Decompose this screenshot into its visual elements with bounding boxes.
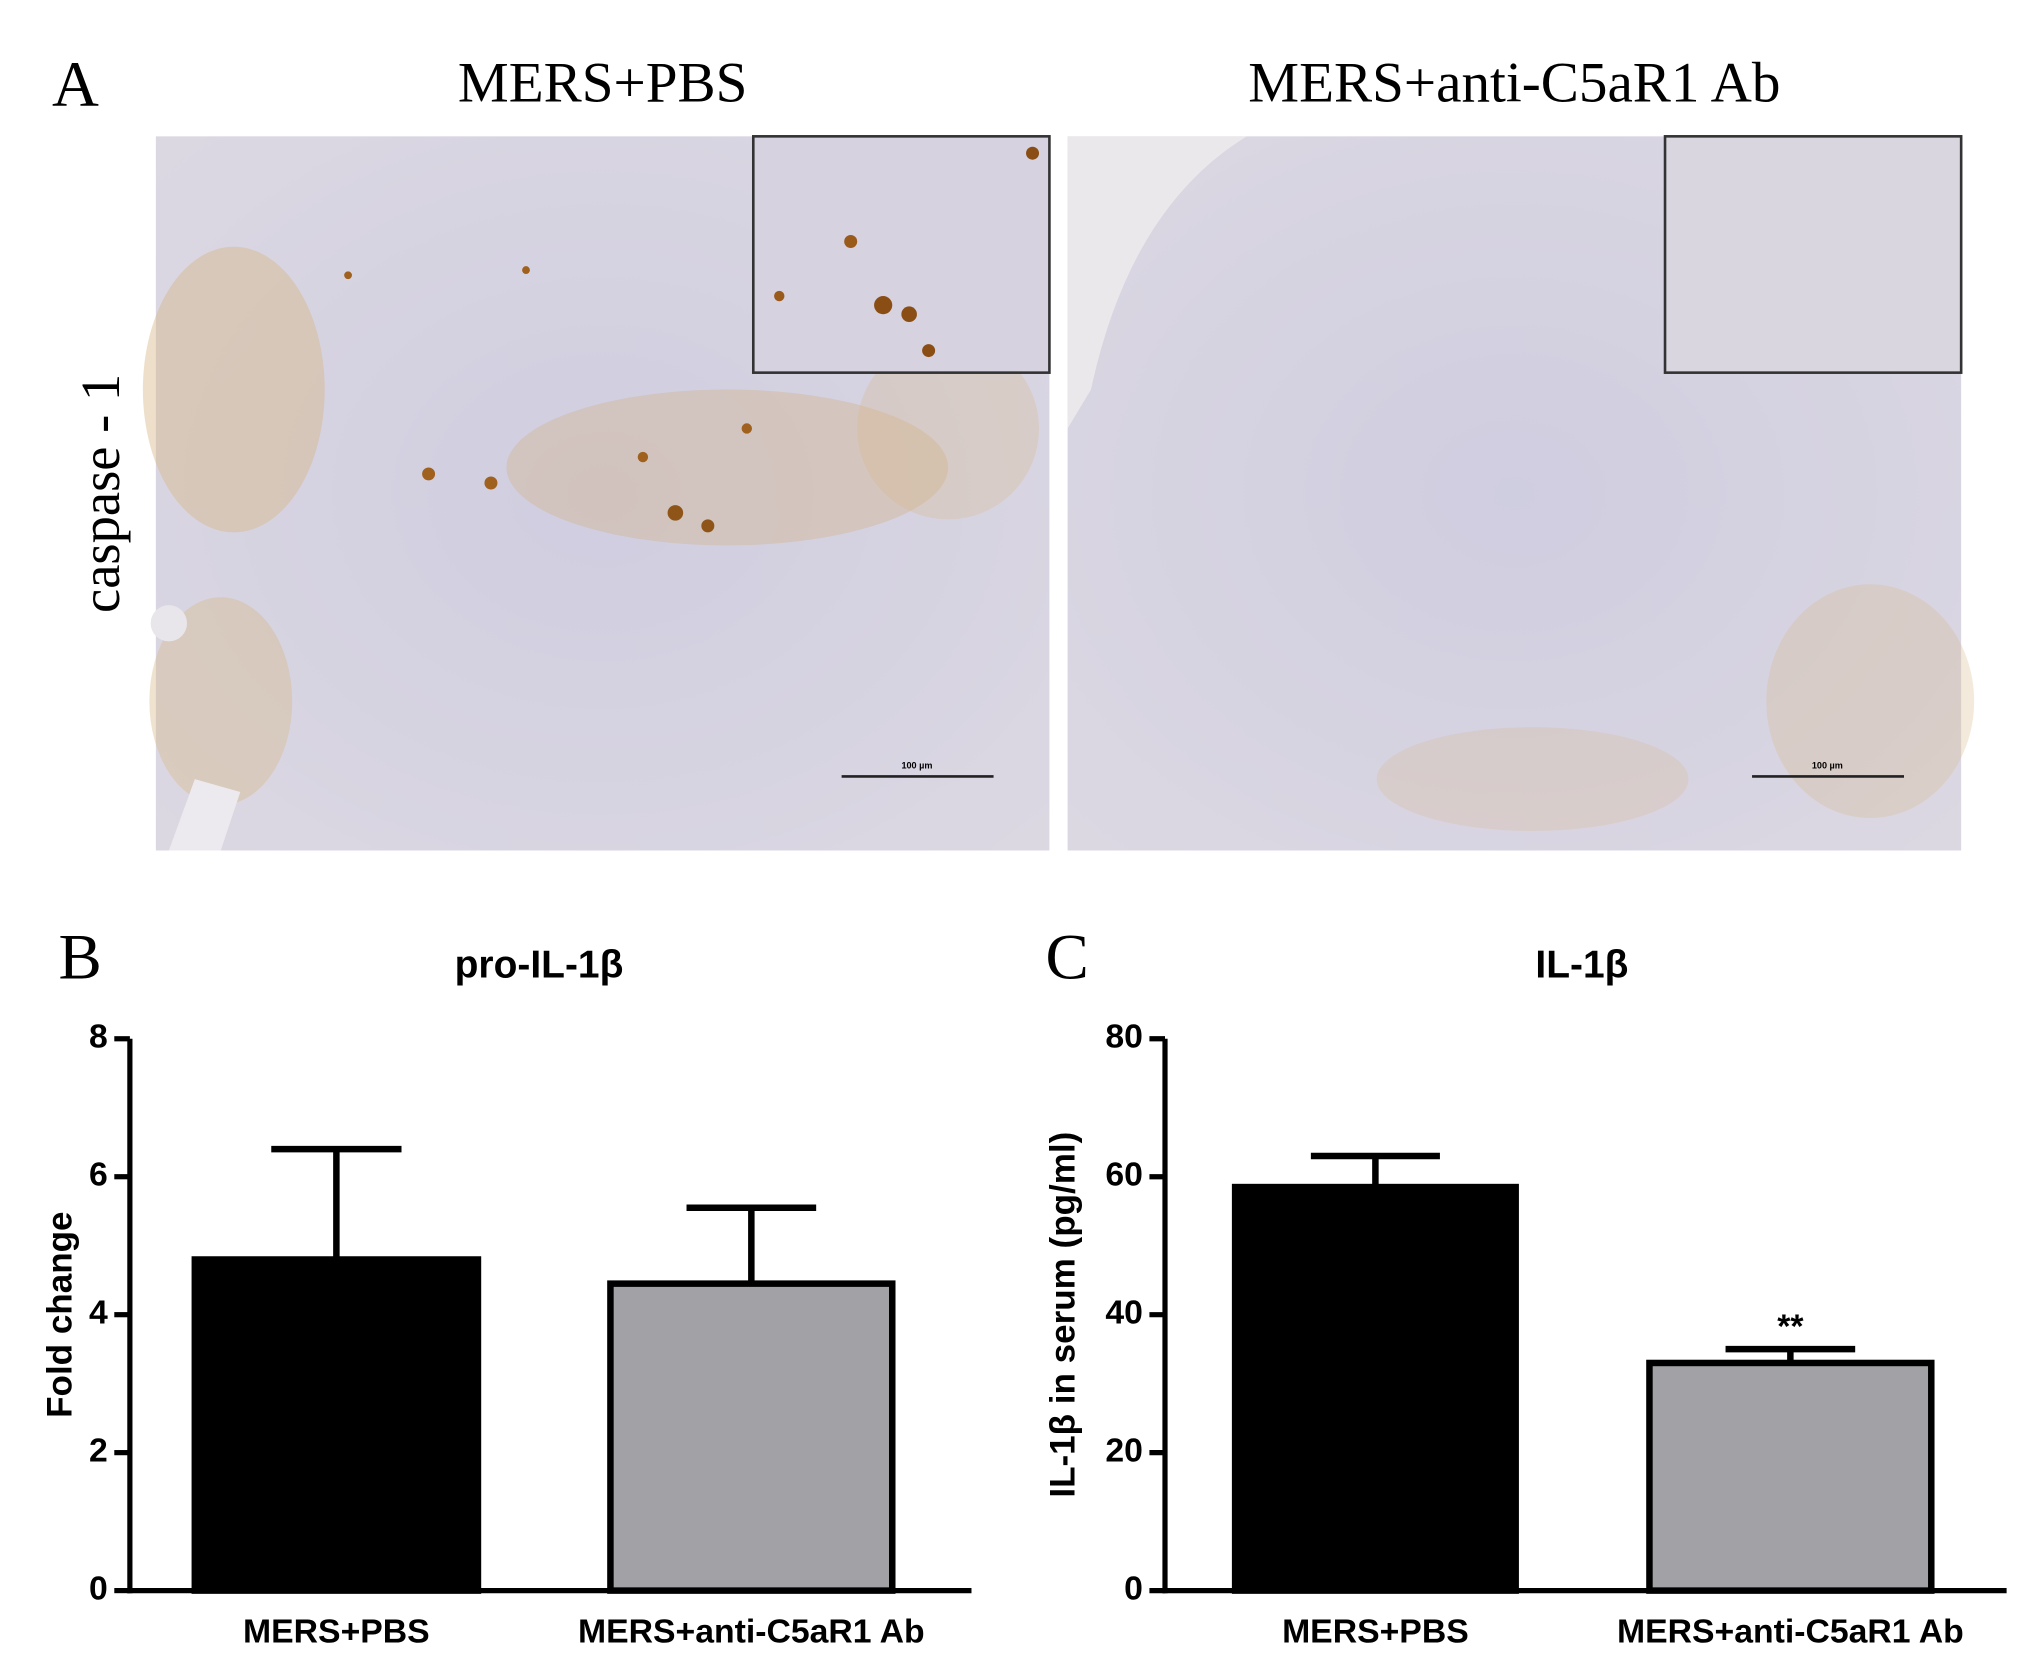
micrograph bbox=[142, 135, 1051, 851]
y-axis-label: IL-1β in serum (pg/ml) bbox=[1043, 1132, 1082, 1498]
chart-title: IL-1β bbox=[1535, 944, 1628, 987]
y-tick-label: 20 bbox=[1105, 1432, 1143, 1470]
x-tick-label: MERS+PBS bbox=[243, 1612, 430, 1650]
y-tick-label: 40 bbox=[1105, 1294, 1143, 1332]
x-tick-label: MERS+anti-C5aR1 Ab bbox=[1617, 1612, 1964, 1650]
y-tick-label: 2 bbox=[89, 1432, 108, 1470]
row-label: caspase - 1 bbox=[70, 374, 131, 613]
bar bbox=[1646, 1359, 1935, 1594]
micrograph bbox=[1067, 135, 1975, 851]
y-tick-label: 8 bbox=[89, 1018, 108, 1056]
y-tick-label: 60 bbox=[1105, 1156, 1143, 1194]
panel-letter: C bbox=[1046, 921, 1089, 993]
panel-letter: A bbox=[52, 49, 99, 121]
x-tick-label: MERS+PBS bbox=[1282, 1612, 1469, 1650]
bar bbox=[1231, 1183, 1519, 1594]
scale-label: 100 µm bbox=[1812, 760, 1843, 770]
chart-title: pro-IL-1β bbox=[455, 944, 624, 987]
y-tick-label: 80 bbox=[1105, 1018, 1143, 1056]
scale-label: 100 µm bbox=[901, 760, 932, 770]
panel-letter: B bbox=[58, 921, 101, 993]
y-tick-label: 4 bbox=[89, 1294, 108, 1332]
annotation: ** bbox=[1777, 1307, 1804, 1345]
bar bbox=[607, 1280, 896, 1594]
image-title: MERS+anti-C5aR1 Ab bbox=[1248, 51, 1780, 114]
y-tick-label: 0 bbox=[1124, 1570, 1143, 1608]
y-tick-label: 0 bbox=[89, 1570, 108, 1608]
image-title: MERS+PBS bbox=[458, 51, 747, 114]
x-tick-label: MERS+anti-C5aR1 Ab bbox=[578, 1612, 925, 1650]
y-tick-label: 6 bbox=[89, 1156, 108, 1194]
y-axis-label: Fold change bbox=[41, 1211, 80, 1417]
bar bbox=[191, 1256, 482, 1594]
